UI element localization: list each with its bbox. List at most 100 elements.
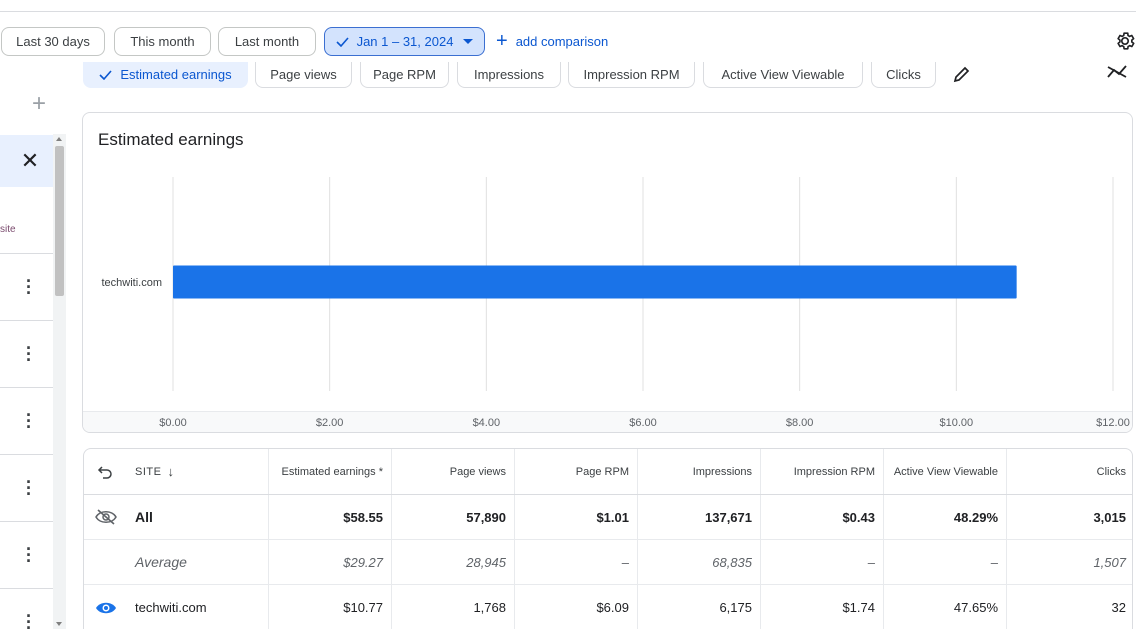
cell-value: 68,835 <box>712 554 752 570</box>
col-page-views[interactable]: Page views <box>449 465 506 478</box>
x-tick-label: $6.00 <box>629 417 657 429</box>
cell-value: $1.74 <box>842 600 875 615</box>
range-this-month[interactable]: This month <box>114 27 211 56</box>
col-impression-rpm[interactable]: Impression RPM <box>793 465 875 478</box>
metric-chip-estimated-earnings[interactable]: Estimated earnings <box>83 62 248 88</box>
date-range-label: Jan 1 – 31, 2024 <box>356 34 454 49</box>
check-icon <box>99 69 112 80</box>
scroll-down-icon[interactable] <box>56 622 62 626</box>
close-panel-button[interactable]: ✕ <box>0 135 53 187</box>
plus-icon: + <box>496 30 508 52</box>
check-icon <box>335 36 349 47</box>
cell-value: 48.29% <box>953 509 998 525</box>
x-tick-label: $12.00 <box>1096 417 1130 429</box>
cell-value: 137,671 <box>705 509 752 525</box>
y-category-label: techwiti.com <box>101 277 162 289</box>
add-comparison-label: add comparison <box>515 33 609 49</box>
more-menu-icon[interactable]: · · · <box>26 472 32 504</box>
more-menu-icon[interactable]: · · · <box>26 271 32 303</box>
more-menu-icon[interactable]: · · · <box>26 405 32 437</box>
metric-chip-impression-rpm[interactable]: Impression RPM <box>568 62 695 88</box>
pencil-icon[interactable] <box>952 64 972 84</box>
site-header-label: SITE <box>135 465 162 478</box>
divider <box>0 588 53 589</box>
cell-value: $29.27 <box>343 554 383 570</box>
more-menu-icon[interactable]: · · · <box>26 539 32 571</box>
range-last-30-days[interactable]: Last 30 days <box>1 27 105 56</box>
row-label: Average <box>135 554 187 570</box>
report-table: SITE ↓ Estimated earnings * Page views P… <box>83 448 1133 629</box>
metric-chip-clicks[interactable]: Clicks <box>871 62 936 88</box>
divider <box>0 320 53 321</box>
scrollbar[interactable] <box>53 134 66 629</box>
undo-icon[interactable] <box>97 449 117 494</box>
site-column-label: site <box>0 224 16 235</box>
eye-off-icon[interactable] <box>95 495 119 539</box>
cell-value: 28,945 <box>466 554 506 570</box>
add-comparison-button[interactable]: + add comparison <box>496 30 609 52</box>
col-page-rpm[interactable]: Page RPM <box>575 465 629 478</box>
table-row-all: All $58.55 57,890 $1.01 137,671 $0.43 48… <box>84 495 1132 540</box>
col-clicks[interactable]: Clicks <box>1096 465 1126 478</box>
cell-value: – <box>621 554 629 570</box>
x-tick-label: $8.00 <box>786 417 814 429</box>
x-tick-label: $10.00 <box>940 417 974 429</box>
cell-value: 3,015 <box>1093 509 1126 525</box>
table-row-average: Average $29.27 28,945 – 68,835 – – 1,507 <box>84 540 1132 585</box>
more-menu-icon[interactable]: · · · <box>26 338 32 370</box>
x-tick-label: $2.00 <box>316 417 344 429</box>
eye-icon[interactable] <box>95 585 119 629</box>
close-icon: ✕ <box>20 148 40 173</box>
gear-icon[interactable] <box>1114 30 1136 52</box>
cell-value: 1,507 <box>1093 554 1126 570</box>
date-range-toolbar: Last 30 days This month Last month Jan 1… <box>0 26 1136 58</box>
col-impressions[interactable]: Impressions <box>692 465 752 478</box>
col-estimated-earnings[interactable]: Estimated earnings * <box>281 465 384 478</box>
table-row-site: techwiti.com $10.77 1,768 $6.09 6,175 $1… <box>84 585 1132 629</box>
chip-label: Estimated earnings <box>120 67 232 82</box>
add-filter-icon[interactable]: + <box>32 90 47 117</box>
x-tick-label: $4.00 <box>473 417 501 429</box>
cell-value: $10.77 <box>343 600 383 615</box>
range-last-month[interactable]: Last month <box>218 27 316 56</box>
cell-value: – <box>867 554 875 570</box>
scroll-up-icon[interactable] <box>56 137 62 141</box>
date-range-selector[interactable]: Jan 1 – 31, 2024 <box>324 27 485 56</box>
earnings-chart-card: Estimated earnings $0.00 $2.00 $4.00 $6.00 $… <box>82 112 1133 433</box>
cell-value: $0.43 <box>842 509 875 525</box>
cell-value: 1,768 <box>473 600 506 615</box>
metric-chip-impressions[interactable]: Impressions <box>457 62 561 88</box>
site-column-header[interactable]: SITE ↓ <box>135 449 265 494</box>
divider <box>0 454 53 455</box>
cell-value: 57,890 <box>466 509 506 525</box>
metric-chip-page-views[interactable]: Page views <box>255 62 352 88</box>
cell-value: – <box>990 554 998 570</box>
top-divider <box>0 11 1136 12</box>
table-header-row: SITE ↓ Estimated earnings * Page views P… <box>84 449 1132 495</box>
x-axis-band <box>83 411 1132 432</box>
caret-down-icon <box>463 39 474 44</box>
metric-chip-page-rpm[interactable]: Page RPM <box>360 62 449 88</box>
col-active-view-viewable[interactable]: Active View Viewable <box>893 465 998 478</box>
cell-value: $6.09 <box>596 600 629 615</box>
more-menu-icon[interactable]: · · · <box>26 606 32 638</box>
cell-value: 47.65% <box>953 600 998 615</box>
bar-chart: $0.00 $2.00 $4.00 $6.00 $8.00 $10.00 $12.00 tec… <box>101 177 1130 429</box>
cell-value: 6,175 <box>719 600 752 615</box>
divider <box>0 521 53 522</box>
scrollbar-thumb[interactable] <box>55 146 64 296</box>
divider <box>0 253 53 254</box>
cell-value: $1.01 <box>596 509 629 525</box>
bar <box>173 265 1017 299</box>
row-label[interactable]: techwiti.com <box>135 600 207 615</box>
left-rail: + ✕ site · · · · · · · · · · · · · · · · · · <box>0 72 68 638</box>
trend-icon[interactable] <box>1106 64 1128 80</box>
sort-arrow-down-icon: ↓ <box>167 464 175 479</box>
cell-value: $58.55 <box>343 509 383 525</box>
x-tick-label: $0.00 <box>159 417 187 429</box>
metric-chip-active-view-viewable[interactable]: Active View Viewable <box>703 62 863 88</box>
row-label: All <box>135 509 153 525</box>
metric-chips: Estimated earnings Page views Page RPM I… <box>82 62 1136 90</box>
divider <box>0 387 53 388</box>
cell-value: 32 <box>1111 600 1126 615</box>
